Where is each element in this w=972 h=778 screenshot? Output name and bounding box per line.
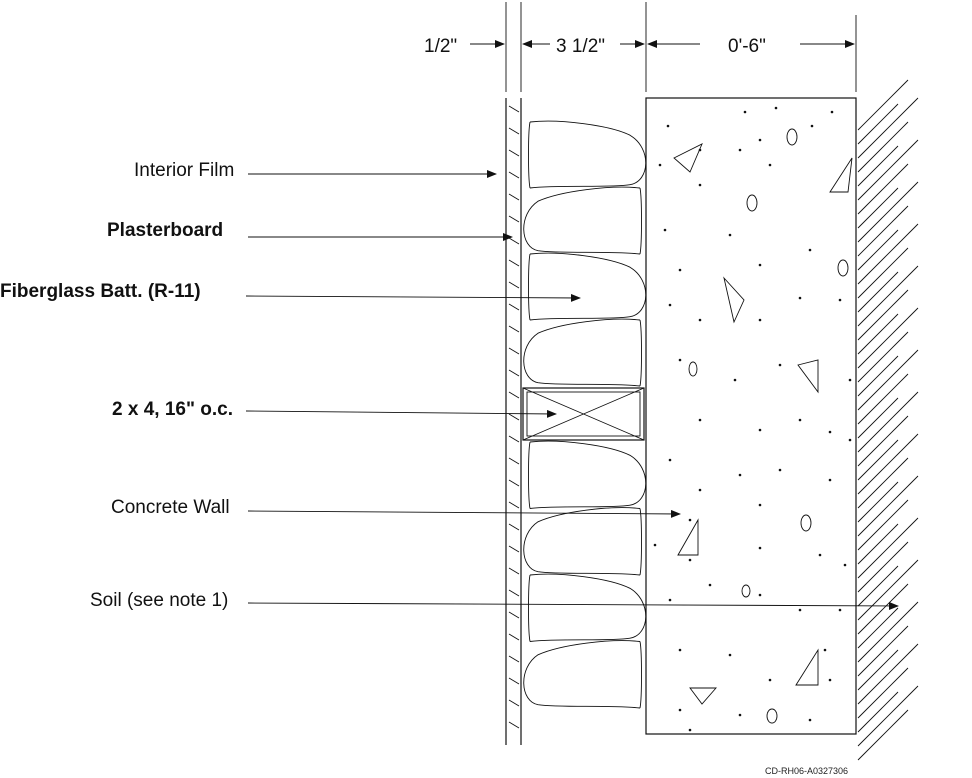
label-interior-film: Interior Film bbox=[134, 160, 234, 181]
soil-hatch bbox=[857, 79, 919, 761]
label-fiberglass-batt: Fiberglass Batt. (R-11) bbox=[0, 281, 201, 302]
label-concrete-wall: Concrete Wall bbox=[111, 497, 230, 518]
dimension-concrete: 0'-6" bbox=[728, 36, 766, 57]
dimension-stud-cavity: 3 1/2" bbox=[556, 36, 605, 57]
plasterboard-layer bbox=[505, 98, 522, 745]
figure-code: CD-RH06-A0327306 bbox=[765, 766, 848, 776]
dimension-lines bbox=[470, 2, 857, 92]
label-plasterboard: Plasterboard bbox=[107, 220, 223, 241]
dimension-plasterboard: 1/2" bbox=[424, 36, 457, 57]
concrete-wall bbox=[645, 97, 857, 735]
label-stud: 2 x 4, 16" o.c. bbox=[112, 399, 233, 420]
leader-lines bbox=[245, 170, 899, 610]
label-soil: Soil (see note 1) bbox=[90, 590, 228, 611]
